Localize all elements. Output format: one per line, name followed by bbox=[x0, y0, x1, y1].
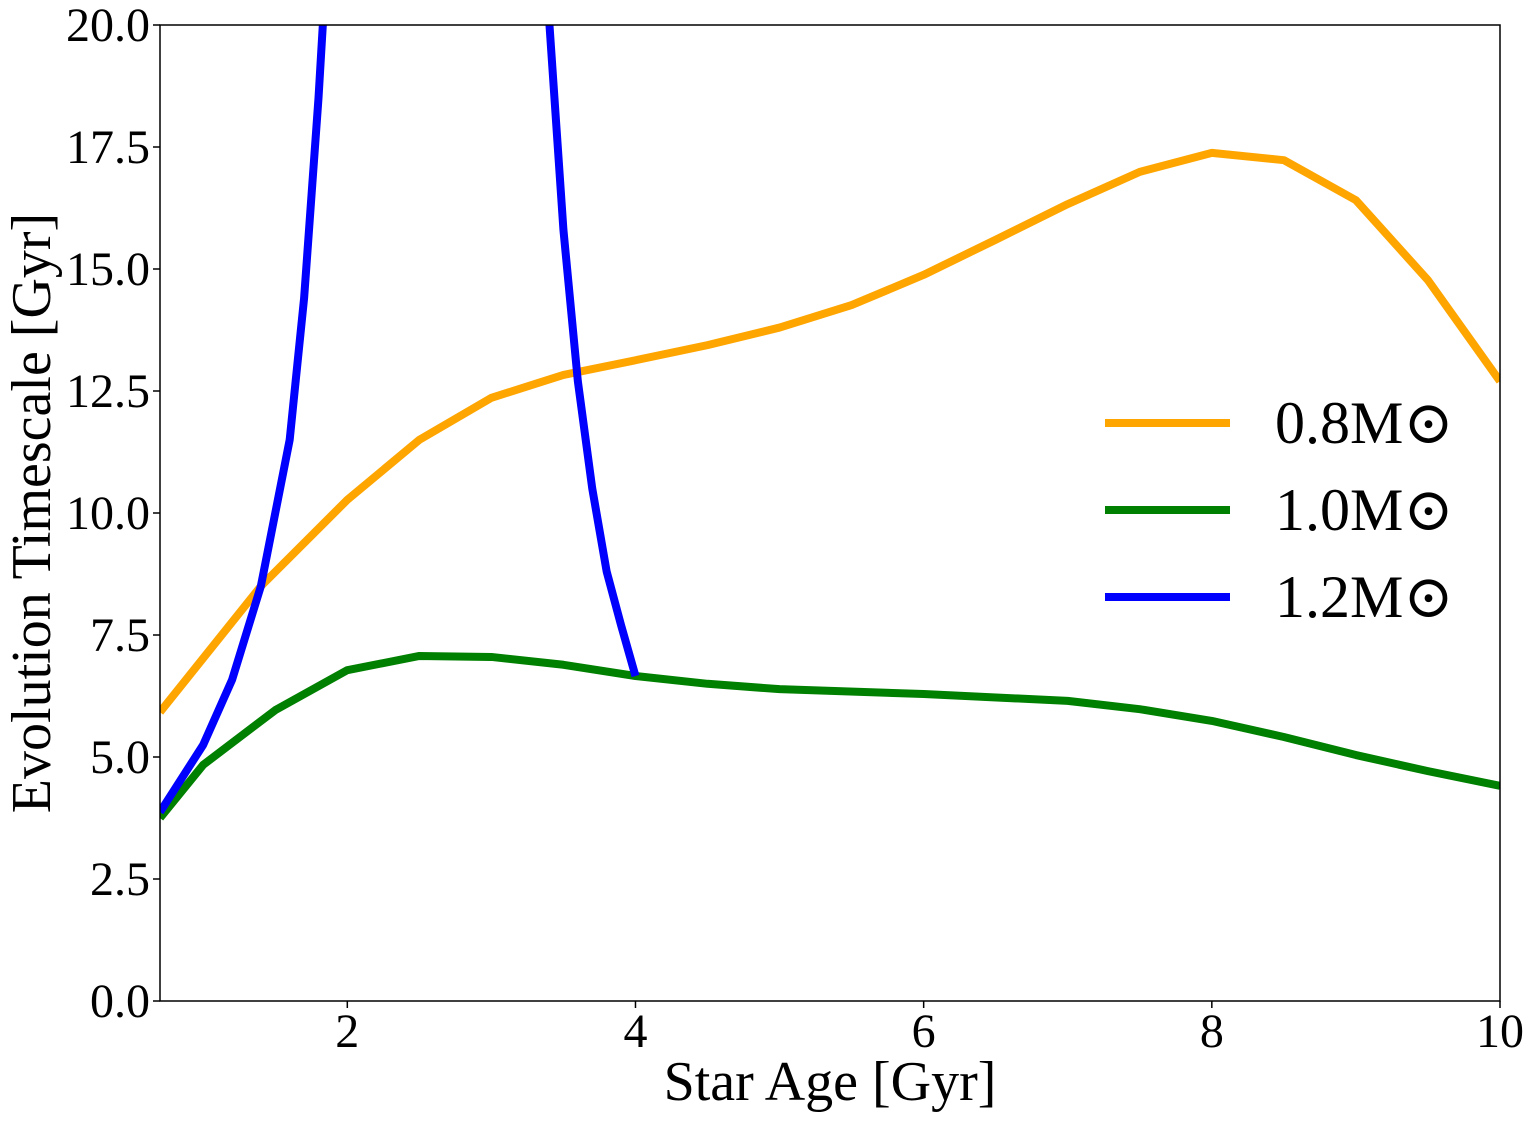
x-axis-label: Star Age [Gyr] bbox=[664, 1051, 997, 1113]
x-tick-label: 6 bbox=[912, 1005, 936, 1058]
y-tick-label: 20.0 bbox=[66, 0, 150, 52]
legend-label: 0.8M⊙ bbox=[1275, 390, 1454, 456]
x-tick-label: 10 bbox=[1476, 1005, 1524, 1058]
y-tick-label: 10.0 bbox=[66, 487, 150, 540]
series-line bbox=[160, 148, 1500, 715]
y-axis-label: Evolution Timescale [Gyr] bbox=[1, 213, 63, 813]
x-tick-label: 4 bbox=[623, 1005, 647, 1058]
x-tick-label: 8 bbox=[1200, 1005, 1224, 1058]
y-tick-label: 12.5 bbox=[66, 365, 150, 418]
y-tick-label: 0.0 bbox=[90, 975, 150, 1028]
legend-label: 1.2M⊙ bbox=[1275, 564, 1454, 630]
y-tick-label: 2.5 bbox=[90, 853, 150, 906]
y-tick-label: 5.0 bbox=[90, 731, 150, 784]
y-tick-label: 7.5 bbox=[90, 609, 150, 662]
series-line bbox=[160, 25, 640, 815]
y-tick-label: 17.5 bbox=[66, 121, 150, 174]
series-line bbox=[160, 651, 1500, 821]
x-tick-label: 2 bbox=[335, 1005, 359, 1058]
plot-area bbox=[160, 25, 1500, 821]
legend-label: 1.0M⊙ bbox=[1275, 477, 1454, 543]
y-tick-label: 15.0 bbox=[66, 243, 150, 296]
